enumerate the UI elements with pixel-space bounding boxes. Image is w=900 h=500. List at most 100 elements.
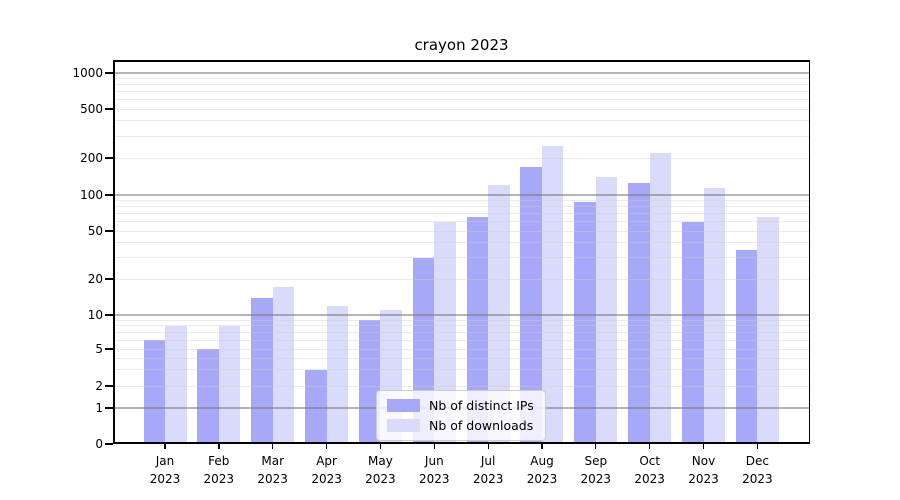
y-axis-tick-mark	[105, 385, 113, 387]
plot-area: Nb of distinct IPs Nb of downloads	[113, 60, 810, 444]
y-axis-tick-mark	[105, 72, 113, 74]
gridline-minor	[113, 84, 810, 86]
gridline-minor	[113, 369, 810, 371]
bar-downloads	[218, 325, 241, 444]
y-axis-tick-label: 10	[87, 308, 103, 322]
bar-downloads	[649, 152, 672, 444]
gridline-minor	[113, 99, 810, 100]
legend-item: Nb of downloads	[387, 418, 534, 433]
gridline-minor	[113, 78, 810, 79]
gridline-minor	[113, 157, 810, 159]
legend-label: Nb of distinct IPs	[429, 398, 534, 413]
y-axis-tick-label: 500	[80, 102, 103, 116]
gridline-minor	[113, 257, 810, 259]
x-axis-tick-label: Aug 2023	[526, 454, 558, 486]
gridline-minor	[113, 91, 810, 92]
bar-distinct-ips	[466, 217, 489, 444]
gridline-minor	[113, 319, 810, 321]
legend-swatch-downloads	[387, 419, 420, 432]
gridline-major	[113, 72, 810, 74]
bar-distinct-ips	[143, 340, 165, 444]
y-axis-tick-label: 2	[95, 379, 103, 393]
spine-bottom	[113, 442, 810, 444]
y-axis-tick-label: 100	[80, 188, 103, 202]
y-axis-tick-label: 5	[95, 342, 103, 356]
y-axis-tick-label: 0	[95, 437, 103, 451]
gridline-minor	[113, 385, 810, 387]
gridline-major	[113, 194, 810, 196]
x-axis-tick-label: May 2023	[365, 454, 396, 486]
x-axis-tick-mark	[649, 444, 651, 449]
y-axis-tick-label: 1000	[72, 66, 103, 80]
gridline-minor	[113, 230, 810, 232]
x-axis-tick-mark	[756, 444, 759, 449]
bar-distinct-ips	[251, 297, 273, 444]
bar-downloads	[703, 187, 725, 444]
bar-downloads	[326, 305, 349, 444]
spine-right	[808, 60, 810, 444]
x-axis-tick-mark	[595, 444, 597, 449]
gridline-minor	[113, 108, 810, 110]
gridline-minor	[113, 206, 810, 208]
gridline-minor	[113, 348, 810, 350]
gridline-minor	[113, 357, 810, 359]
x-axis-tick-label: Jan 2023	[149, 454, 181, 486]
x-axis-tick-mark	[541, 444, 543, 449]
bar-distinct-ips	[682, 221, 704, 444]
legend-swatch-distinct-ips	[387, 399, 420, 412]
x-axis-tick-mark	[218, 444, 220, 449]
spine-top	[113, 60, 810, 62]
y-axis-tick-mark	[105, 108, 113, 110]
x-axis-tick-label: Sep 2023	[580, 454, 612, 486]
y-axis-tick-label: 1	[95, 401, 103, 415]
bar-distinct-ips	[574, 201, 596, 444]
y-axis-tick-mark	[105, 230, 113, 232]
x-axis-tick-label: Oct 2023	[634, 454, 665, 486]
bar-downloads	[541, 146, 564, 444]
spine-left	[113, 60, 115, 444]
gridline-minor	[113, 120, 810, 122]
x-axis-tick-mark	[702, 444, 705, 449]
y-axis-tick-mark	[105, 194, 113, 196]
x-axis-tick-label: Jun 2023	[419, 454, 450, 486]
bar-downloads	[165, 325, 187, 444]
x-axis-tick-label: Mar 2023	[257, 454, 288, 486]
x-axis-tick-label: Feb 2023	[203, 454, 235, 486]
y-axis-tick-mark	[105, 443, 113, 445]
gridline-minor	[113, 221, 810, 222]
y-axis-tick-mark	[105, 348, 113, 350]
bar-distinct-ips	[628, 183, 650, 444]
x-axis-tick-mark	[487, 444, 489, 449]
gridline-minor	[113, 242, 810, 244]
x-axis-tick-label: Apr 2023	[311, 454, 342, 486]
y-axis-tick-label: 50	[87, 224, 103, 238]
gridline-minor	[113, 135, 810, 137]
gridline-minor	[113, 325, 810, 327]
bar-distinct-ips	[735, 249, 758, 444]
gridline-major	[113, 314, 810, 316]
gridline-minor	[113, 339, 810, 341]
gridline-minor	[113, 278, 810, 280]
x-axis-tick-label: Dec 2023	[742, 454, 773, 486]
x-axis-tick-mark	[433, 444, 435, 449]
x-axis-tick-label: Jul 2023	[472, 454, 504, 486]
x-axis-tick-mark	[272, 444, 274, 449]
y-axis-tick-label: 200	[80, 151, 103, 165]
x-axis-tick-label: Nov 2023	[688, 454, 719, 486]
x-axis-tick-mark	[164, 444, 166, 449]
y-axis-tick-mark	[105, 407, 113, 409]
chart-title: crayon 2023	[414, 36, 509, 54]
gridline-minor	[113, 200, 810, 201]
bar-distinct-ips	[520, 166, 542, 444]
y-axis-tick-label: 20	[87, 272, 103, 286]
y-axis-tick-mark	[105, 157, 113, 159]
x-axis-tick-mark	[325, 444, 328, 449]
bar-distinct-ips	[305, 369, 327, 444]
bar-downloads	[272, 287, 295, 444]
gridline-minor	[113, 213, 810, 214]
bar-distinct-ips	[358, 320, 381, 444]
legend-label: Nb of downloads	[429, 418, 534, 433]
legend-item: Nb of distinct IPs	[387, 398, 534, 413]
bar-downloads	[757, 217, 779, 444]
